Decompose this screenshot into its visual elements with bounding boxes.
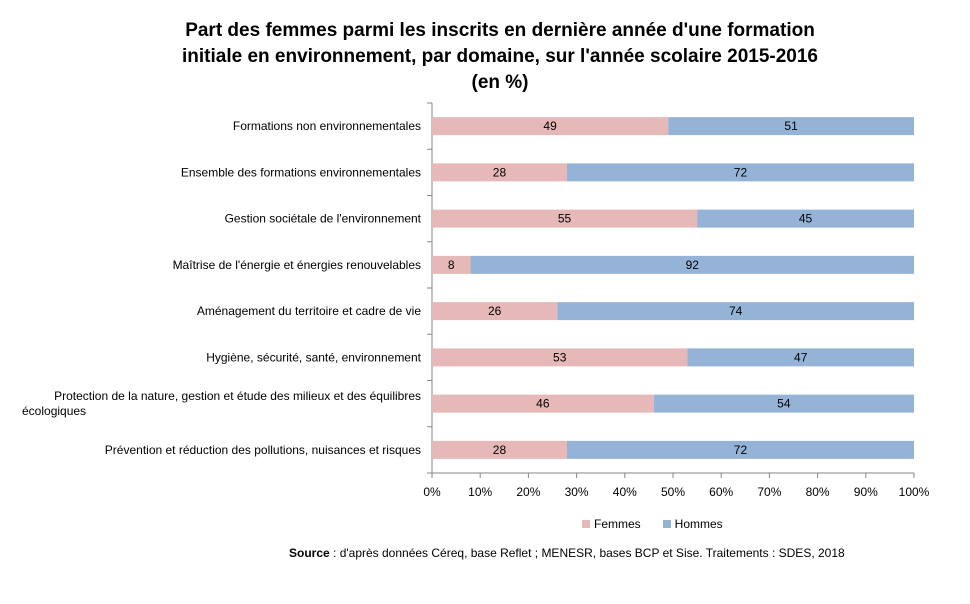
data-label-femmes: 26 [488,304,502,318]
data-label-hommes: 72 [734,165,748,179]
bar-hommes [653,394,914,413]
source-label: Source [289,546,330,560]
bar-femmes [432,117,669,136]
x-tick-label: 30% [565,485,589,499]
x-tick-label: 100% [899,485,930,499]
data-label-hommes: 74 [729,304,743,318]
bar-femmes [432,348,688,367]
x-tick-label: 10% [468,485,492,499]
category-label: Prévention et réduction des pollutions, … [105,443,421,457]
data-label-hommes: 92 [686,258,700,272]
bar-hommes [697,209,914,228]
data-label-hommes: 45 [799,212,813,226]
category-label: écologiques [22,404,86,418]
bar-femmes [432,394,654,413]
legend-swatch-femmes [582,520,590,528]
data-label-femmes: 55 [558,212,572,226]
bar-hommes [470,255,914,274]
data-label-hommes: 54 [777,397,791,411]
x-tick-label: 60% [709,485,733,499]
bar-femmes [432,255,471,274]
category-label: Ensemble des formations environnementale… [181,165,421,179]
legend-swatch-hommes [662,520,671,528]
data-label-femmes: 28 [493,165,507,179]
source-text: : d'après données Céreq, base Reflet ; M… [329,546,845,560]
chart-title-line-3: (en %) [471,72,529,93]
category-label: Formations non environnementales [233,119,421,133]
chart-title-line-1: Part des femmes parmi les inscrits en de… [185,20,815,41]
data-label-femmes: 28 [493,443,507,457]
bar-femmes [432,209,698,228]
x-tick-label: 0% [423,485,441,499]
data-label-femmes: 8 [448,258,455,272]
x-tick-label: 70% [757,485,781,499]
legend-label-femmes: Femmes [594,517,641,531]
bar-femmes [432,163,567,182]
x-tick-label: 80% [806,485,830,499]
source-note: Source : d'après données Céreq, base Ref… [289,546,845,560]
category-label: Aménagement du territoire et cadre de vi… [197,304,421,318]
legend-label-hommes: Hommes [674,517,723,531]
category-label: Maîtrise de l'énergie et énergies renouv… [173,258,421,272]
legend: Femmes Hommes [582,517,745,531]
data-label-femmes: 53 [553,350,567,364]
data-label-hommes: 51 [784,119,798,133]
data-label-femmes: 49 [543,119,557,133]
x-tick-label: 40% [613,485,637,499]
bar-hommes [557,302,914,321]
legend-item-femmes: Femmes [582,517,641,531]
bar-femmes [432,302,558,321]
x-tick-label: 20% [516,485,540,499]
bar-hommes [566,163,914,182]
category-label: Hygiène, sécurité, santé, environnement [206,350,421,364]
data-label-hommes: 47 [794,350,808,364]
bar-hommes [566,440,914,459]
data-label-hommes: 72 [734,443,748,457]
bar-hommes [668,117,914,136]
legend-item-hommes: Hommes [662,517,723,531]
x-tick-label: 90% [854,485,878,499]
chart-title-line-2: initiale en environnement, par domaine, … [182,46,818,67]
chart-title: Part des femmes parmi les inscrits en de… [0,18,970,96]
bar-hommes [687,348,914,367]
x-tick-label: 50% [661,485,685,499]
data-label-femmes: 46 [536,397,550,411]
category-label: Gestion sociétale de l'environnement [225,212,422,226]
bar-femmes [432,440,567,459]
category-label: Protection de la nature, gestion et étud… [54,389,421,403]
